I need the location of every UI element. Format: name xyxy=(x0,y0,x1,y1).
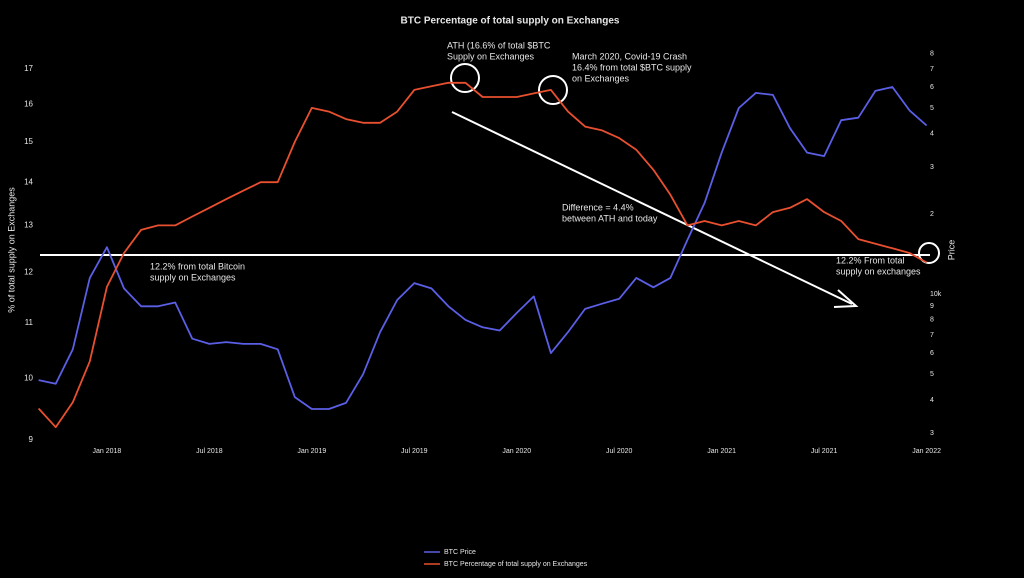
annotation: March 2020, Covid-19 Crash xyxy=(572,51,687,61)
highlight-circle xyxy=(450,63,480,93)
series-line xyxy=(37,81,928,429)
y-tick-label: 9 xyxy=(29,435,34,444)
y2-tick-label: 3 xyxy=(930,430,934,437)
annotation: Difference = 4.4% xyxy=(562,202,634,212)
annotation: 16.4% from total $BTC supply xyxy=(572,62,692,72)
y-tick-label: 13 xyxy=(24,221,33,230)
x-tick-label: Jan 2019 xyxy=(297,448,326,455)
annotation: 12.2% From total xyxy=(836,255,905,265)
highlight-circle xyxy=(538,75,568,105)
y-tick-label: 12 xyxy=(24,267,33,276)
y-tick-label: 14 xyxy=(24,177,33,186)
y-tick-label: 10 xyxy=(24,374,33,383)
annotation: between ATH and today xyxy=(562,213,658,223)
x-tick-label: Jul 2018 xyxy=(196,448,223,455)
y-tick-label: 17 xyxy=(24,64,33,73)
y-tick-label: 16 xyxy=(24,99,33,108)
y2-tick-label: 6 xyxy=(930,350,934,357)
y2-tick-label: 8 xyxy=(930,317,934,324)
y2-tick-label: 5 xyxy=(930,371,934,378)
y2-tick-label: 10k xyxy=(930,291,942,298)
y2-tick-label: 2 xyxy=(930,211,934,218)
trend-arrow xyxy=(451,111,853,305)
annotation: 12.2% from total Bitcoin xyxy=(150,261,245,271)
y2-tick-label: 5 xyxy=(930,105,934,112)
highlight-circle xyxy=(918,242,940,264)
y2-tick-label: 8 xyxy=(930,51,934,58)
legend-label: BTC Percentage of total supply on Exchan… xyxy=(444,561,588,568)
annotation: on Exchanges xyxy=(572,73,630,83)
x-tick-label: Jan 2020 xyxy=(502,448,531,455)
y2-tick-label: 7 xyxy=(930,66,934,73)
chart-title: BTC Percentage of total supply on Exchan… xyxy=(401,16,620,27)
annotation: Supply on Exchanges xyxy=(447,51,535,61)
y2-tick-label: 9 xyxy=(930,303,934,310)
y-axis-label: % of total supply on Exchanges xyxy=(6,187,16,313)
annotation: supply on exchanges xyxy=(836,266,921,276)
x-tick-label: Jan 2022 xyxy=(912,448,941,455)
legend-label: BTC Price xyxy=(444,549,476,556)
x-tick-label: Jul 2019 xyxy=(401,448,428,455)
y-tick-label: 11 xyxy=(25,318,34,327)
x-tick-label: Jul 2020 xyxy=(606,448,633,455)
y2-tick-label: 4 xyxy=(930,397,934,404)
y-tick-label: 15 xyxy=(24,137,33,146)
x-tick-label: Jan 2018 xyxy=(93,448,122,455)
y2-tick-label: 4 xyxy=(930,131,934,138)
y2-tick-label: 6 xyxy=(930,84,934,91)
y2-tick-label: 3 xyxy=(930,164,934,171)
arrow-head xyxy=(833,289,859,308)
x-tick-label: Jan 2021 xyxy=(707,448,736,455)
annotation: ATH (16.6% of total $BTC xyxy=(447,40,551,50)
series-line xyxy=(38,86,928,410)
y2-tick-label: 7 xyxy=(930,332,934,339)
annotation: supply on Exchanges xyxy=(150,272,236,282)
y2-axis-label: Price xyxy=(946,240,956,261)
x-tick-label: Jul 2021 xyxy=(811,448,838,455)
